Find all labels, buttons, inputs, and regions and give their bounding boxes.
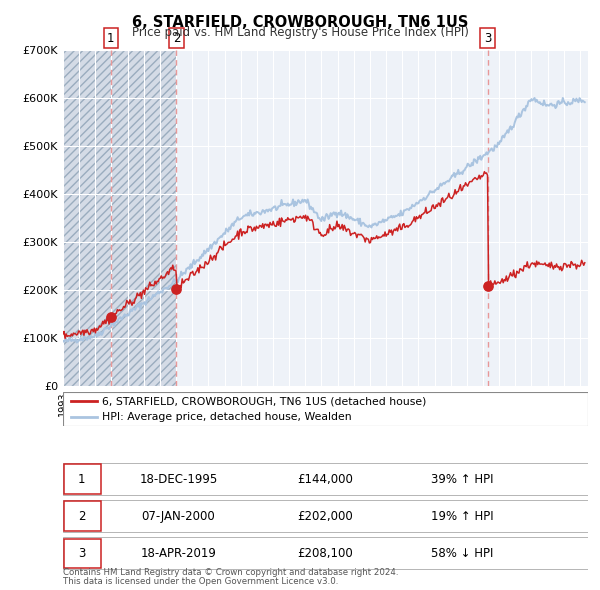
Text: 6, STARFIELD, CROWBOROUGH, TN6 1US (detached house): 6, STARFIELD, CROWBOROUGH, TN6 1US (deta…: [103, 396, 427, 407]
Text: Price paid vs. HM Land Registry's House Price Index (HPI): Price paid vs. HM Land Registry's House …: [131, 26, 469, 39]
Text: 1: 1: [107, 32, 115, 45]
Point: [172, 285, 181, 294]
Text: 3: 3: [484, 32, 491, 45]
Text: £144,000: £144,000: [298, 473, 353, 486]
Text: This data is licensed under the Open Government Licence v3.0.: This data is licensed under the Open Gov…: [63, 577, 338, 586]
Text: £208,100: £208,100: [298, 547, 353, 560]
Text: 39% ↑ HPI: 39% ↑ HPI: [431, 473, 493, 486]
Bar: [63, 50, 111, 386]
Text: 1: 1: [78, 473, 86, 486]
Bar: [63, 50, 111, 386]
Text: Contains HM Land Registry data © Crown copyright and database right 2024.: Contains HM Land Registry data © Crown c…: [63, 568, 398, 576]
Text: 07-JAN-2000: 07-JAN-2000: [142, 510, 215, 523]
Point: [106, 313, 116, 322]
Text: 19% ↑ HPI: 19% ↑ HPI: [431, 510, 493, 523]
Bar: [64, 502, 101, 531]
Text: 58% ↓ HPI: 58% ↓ HPI: [431, 547, 493, 560]
Bar: [111, 50, 176, 386]
Bar: [64, 539, 101, 568]
Text: HPI: Average price, detached house, Wealden: HPI: Average price, detached house, Weal…: [103, 412, 352, 422]
Text: 2: 2: [173, 32, 180, 45]
Text: 6, STARFIELD, CROWBOROUGH, TN6 1US: 6, STARFIELD, CROWBOROUGH, TN6 1US: [132, 15, 468, 30]
Bar: [111, 50, 176, 386]
Text: 2: 2: [78, 510, 86, 523]
Text: 3: 3: [78, 547, 86, 560]
Bar: [64, 464, 101, 494]
Point: [483, 282, 493, 291]
Text: 18-DEC-1995: 18-DEC-1995: [139, 473, 218, 486]
Text: £202,000: £202,000: [298, 510, 353, 523]
Text: 18-APR-2019: 18-APR-2019: [140, 547, 217, 560]
